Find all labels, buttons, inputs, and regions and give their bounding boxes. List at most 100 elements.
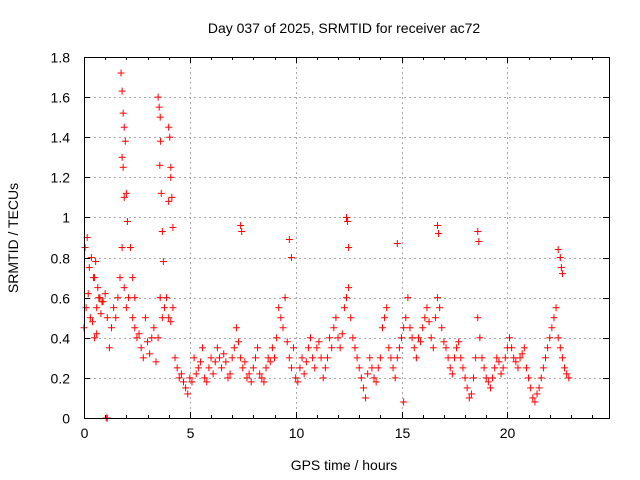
data-point — [383, 304, 391, 312]
data-point — [266, 358, 274, 366]
data-point — [349, 334, 357, 342]
y-axis-label: SRMTID / TECUs — [5, 183, 21, 293]
data-point — [158, 227, 166, 235]
data-point — [480, 364, 488, 372]
data-point — [251, 354, 259, 362]
data-point — [129, 274, 137, 282]
data-point — [330, 324, 338, 332]
data-point — [398, 334, 406, 342]
data-point — [402, 314, 410, 322]
data-point — [493, 354, 501, 362]
data-point — [90, 274, 98, 282]
data-point — [167, 318, 175, 326]
data-point — [353, 354, 361, 362]
data-point — [235, 338, 243, 346]
data-point — [157, 137, 165, 145]
data-point — [238, 227, 246, 235]
data-point — [120, 193, 128, 201]
data-point — [213, 344, 221, 352]
data-point — [467, 390, 475, 398]
data-point — [156, 113, 164, 121]
data-point — [249, 364, 257, 372]
data-point — [277, 314, 285, 322]
data-point — [165, 314, 173, 322]
data-point — [245, 370, 253, 378]
y-tick-label: 1 — [62, 210, 70, 226]
data-point — [279, 324, 287, 332]
data-point — [122, 304, 130, 312]
data-point — [499, 364, 507, 372]
data-point — [254, 344, 262, 352]
data-point — [112, 314, 120, 322]
data-point — [167, 163, 175, 171]
data-point — [344, 217, 352, 225]
data-point — [474, 314, 482, 322]
x-tick-labels: 0 5 10 15 20 — [81, 425, 516, 441]
data-point — [220, 350, 228, 358]
data-point — [328, 344, 336, 352]
data-point — [436, 304, 444, 312]
data-point — [281, 294, 289, 302]
data-point — [558, 354, 566, 362]
data-point — [155, 103, 163, 111]
data-point — [167, 173, 175, 181]
data-point — [558, 270, 566, 278]
y-tick-label: 1.2 — [51, 170, 71, 186]
chart-title: Day 037 of 2025, SRMTID for receiver ac7… — [208, 20, 481, 36]
x-tick-label: 15 — [395, 425, 411, 441]
data-point — [539, 364, 547, 372]
data-point — [177, 370, 185, 378]
data-point — [150, 324, 158, 332]
data-point — [188, 378, 196, 386]
data-point — [304, 344, 312, 352]
data-point — [465, 394, 473, 402]
data-point — [182, 384, 190, 392]
data-point — [476, 334, 484, 342]
data-point — [556, 344, 564, 352]
data-point — [302, 358, 310, 366]
y-tick-labels: 0 0.2 0.4 0.6 0.8 1 1.2 1.4 1.6 1.8 — [51, 50, 71, 427]
data-point — [205, 364, 213, 372]
data-point — [166, 133, 174, 141]
data-point — [355, 364, 363, 372]
data-point — [307, 334, 315, 342]
data-point — [218, 364, 226, 372]
data-point — [554, 246, 562, 254]
y-tick-label: 0.2 — [51, 371, 71, 387]
data-point — [372, 378, 380, 386]
data-point — [93, 304, 101, 312]
data-point — [554, 334, 562, 342]
data-point — [520, 344, 528, 352]
data-point — [264, 354, 272, 362]
data-point — [97, 310, 105, 318]
data-point — [313, 344, 321, 352]
data-point — [241, 358, 249, 366]
data-point — [146, 350, 154, 358]
data-point — [525, 374, 533, 382]
data-point — [179, 378, 187, 386]
data-point — [169, 223, 177, 231]
data-point — [340, 304, 348, 312]
data-point — [535, 384, 543, 392]
data-point — [400, 324, 408, 332]
data-point — [321, 364, 329, 372]
data-point — [345, 284, 353, 292]
data-point — [211, 358, 219, 366]
data-point — [92, 258, 100, 266]
data-point — [283, 338, 291, 346]
data-point — [135, 330, 143, 338]
data-point — [290, 344, 298, 352]
data-point — [453, 344, 461, 352]
data-point — [173, 364, 181, 372]
data-point — [271, 354, 279, 362]
data-point — [114, 294, 122, 302]
data-point — [118, 244, 126, 252]
data-point — [518, 350, 526, 358]
data-point — [168, 193, 176, 201]
data-point — [336, 344, 344, 352]
data-point — [495, 358, 503, 366]
data-point — [184, 390, 192, 398]
data-point — [156, 161, 164, 169]
data-point — [203, 378, 211, 386]
data-point — [120, 284, 128, 292]
